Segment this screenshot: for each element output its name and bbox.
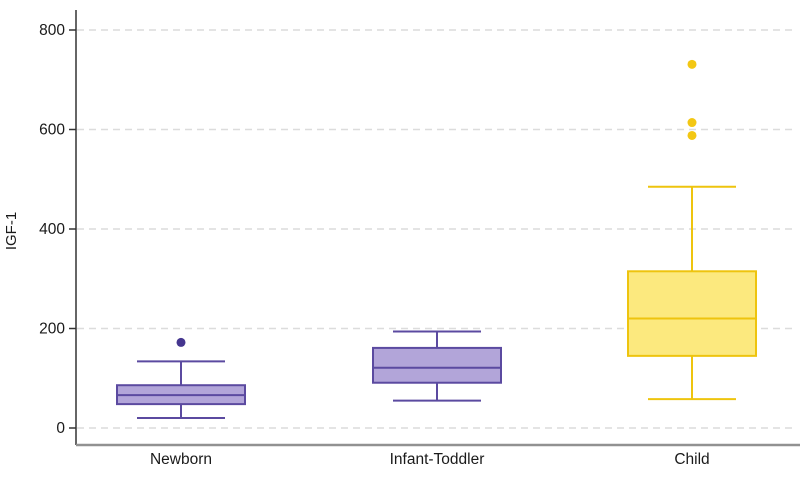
- outlier-child-1: [687, 118, 697, 128]
- outlier-newborn-0: [176, 337, 186, 347]
- y-axis-title: IGF-1: [3, 212, 20, 250]
- box-series: [116, 59, 757, 420]
- y-tick-marks: [69, 29, 76, 429]
- axes: [75, 10, 800, 447]
- outlier-child-0: [687, 130, 697, 140]
- box-infant-toddler: [372, 346, 502, 384]
- x-label-infant-toddler: Infant-Toddler: [390, 451, 485, 468]
- y-tick-label-800: 800: [39, 22, 65, 39]
- y-tick-labels: 0 200 400 600 800: [39, 22, 65, 437]
- y-tick-label-0: 0: [56, 420, 65, 437]
- x-label-newborn: Newborn: [150, 451, 212, 468]
- x-category-labels: Newborn Infant-Toddler Child: [150, 451, 710, 468]
- y-tick-label-400: 400: [39, 221, 65, 238]
- y-tick-label-600: 600: [39, 122, 65, 139]
- outlier-child-2: [687, 59, 697, 69]
- box-child: [627, 270, 757, 357]
- x-label-child: Child: [674, 451, 709, 468]
- y-tick-label-200: 200: [39, 321, 65, 338]
